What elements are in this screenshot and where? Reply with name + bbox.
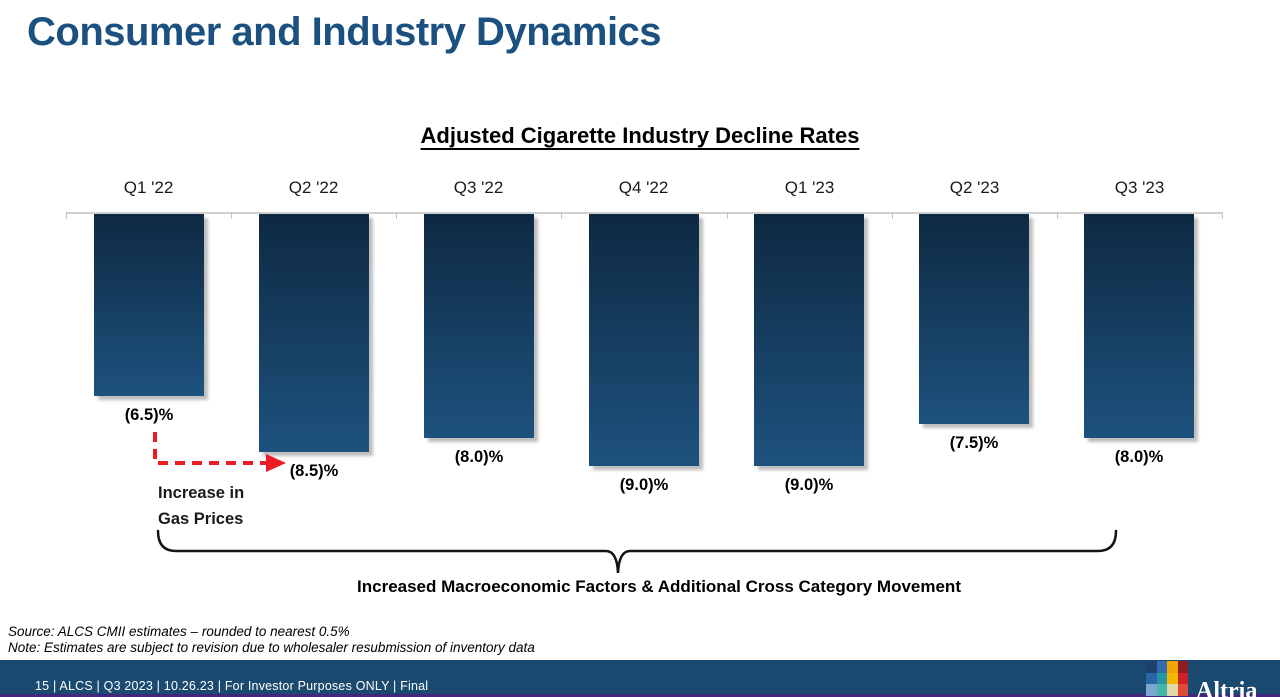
altria-logo-mosaic-icon <box>1146 661 1188 696</box>
bracket-label: Increased Macroeconomic Factors & Additi… <box>357 577 961 596</box>
category-label: Q3 '23 <box>1114 178 1165 197</box>
value-label: (7.5)% <box>949 434 999 452</box>
slide-title: Consumer and Industry Dynamics <box>27 10 662 54</box>
bar <box>754 214 864 466</box>
category-label: Q1 '22 <box>123 178 174 197</box>
altria-wordmark: Altria <box>1196 678 1258 697</box>
altria-logo <box>1146 661 1188 696</box>
logo-tile <box>1167 661 1178 673</box>
category-label: Q3 '22 <box>453 178 504 197</box>
axis-tick <box>727 212 728 219</box>
axis-tick <box>231 212 232 219</box>
range-bracket-icon <box>156 529 1118 574</box>
category-label: Q1 '23 <box>784 178 835 197</box>
axis-tick <box>1222 212 1223 219</box>
axis-tick <box>561 212 562 219</box>
logo-tile <box>1156 684 1167 696</box>
footer-bar-text: 15 | ALCS | Q3 2023 | 10.26.23 | For Inv… <box>35 679 429 693</box>
bar <box>919 214 1029 424</box>
category-label: Q2 '22 <box>288 178 339 197</box>
axis-tick <box>892 212 893 219</box>
logo-tile <box>1146 684 1157 696</box>
bar <box>259 214 369 452</box>
value-label: (9.0)% <box>784 476 834 494</box>
logo-tile <box>1177 672 1188 684</box>
logo-tile <box>1146 661 1157 673</box>
logo-tile <box>1156 661 1167 673</box>
note-footnote: Note: Estimates are subject to revision … <box>8 640 535 655</box>
category-label: Q4 '22 <box>618 178 669 197</box>
value-label: (8.5)% <box>289 462 339 480</box>
logo-tile <box>1177 661 1188 673</box>
logo-tile <box>1177 684 1188 696</box>
bar <box>589 214 699 466</box>
baseline-axis <box>66 212 1222 214</box>
axis-tick <box>396 212 397 219</box>
gas-prices-line-2: Gas Prices <box>158 510 244 528</box>
axis-tick <box>1057 212 1058 219</box>
logo-tile <box>1156 672 1167 684</box>
value-label: (9.0)% <box>619 476 669 494</box>
gas-prices-annotation: Increase in Gas Prices <box>158 480 244 532</box>
bar <box>1084 214 1194 438</box>
gas-prices-line-1: Increase in <box>158 484 245 502</box>
category-label: Q2 '23 <box>949 178 1000 197</box>
footer-accent-line <box>0 694 1280 697</box>
source-footnote: Source: ALCS CMII estimates – rounded to… <box>8 624 350 639</box>
value-label: (8.0)% <box>1114 448 1164 466</box>
footer-bar: 15 | ALCS | Q3 2023 | 10.26.23 | For Inv… <box>0 660 1280 697</box>
bar-chart-plot-area: Q1 '22 (6.5)% Q2 '22 (8.5)% Q3 '22 (8.0)% Q4 '… <box>66 178 1223 522</box>
chart-title: Adjusted Cigarette Industry Decline Rate… <box>420 123 860 148</box>
axis-tick <box>66 212 67 219</box>
value-label: (6.5)% <box>124 406 174 424</box>
bar <box>424 214 534 438</box>
logo-tile <box>1167 672 1178 684</box>
logo-tile <box>1167 684 1178 696</box>
value-label: (8.0)% <box>454 448 504 466</box>
logo-tile <box>1146 672 1157 684</box>
bar <box>94 214 204 396</box>
